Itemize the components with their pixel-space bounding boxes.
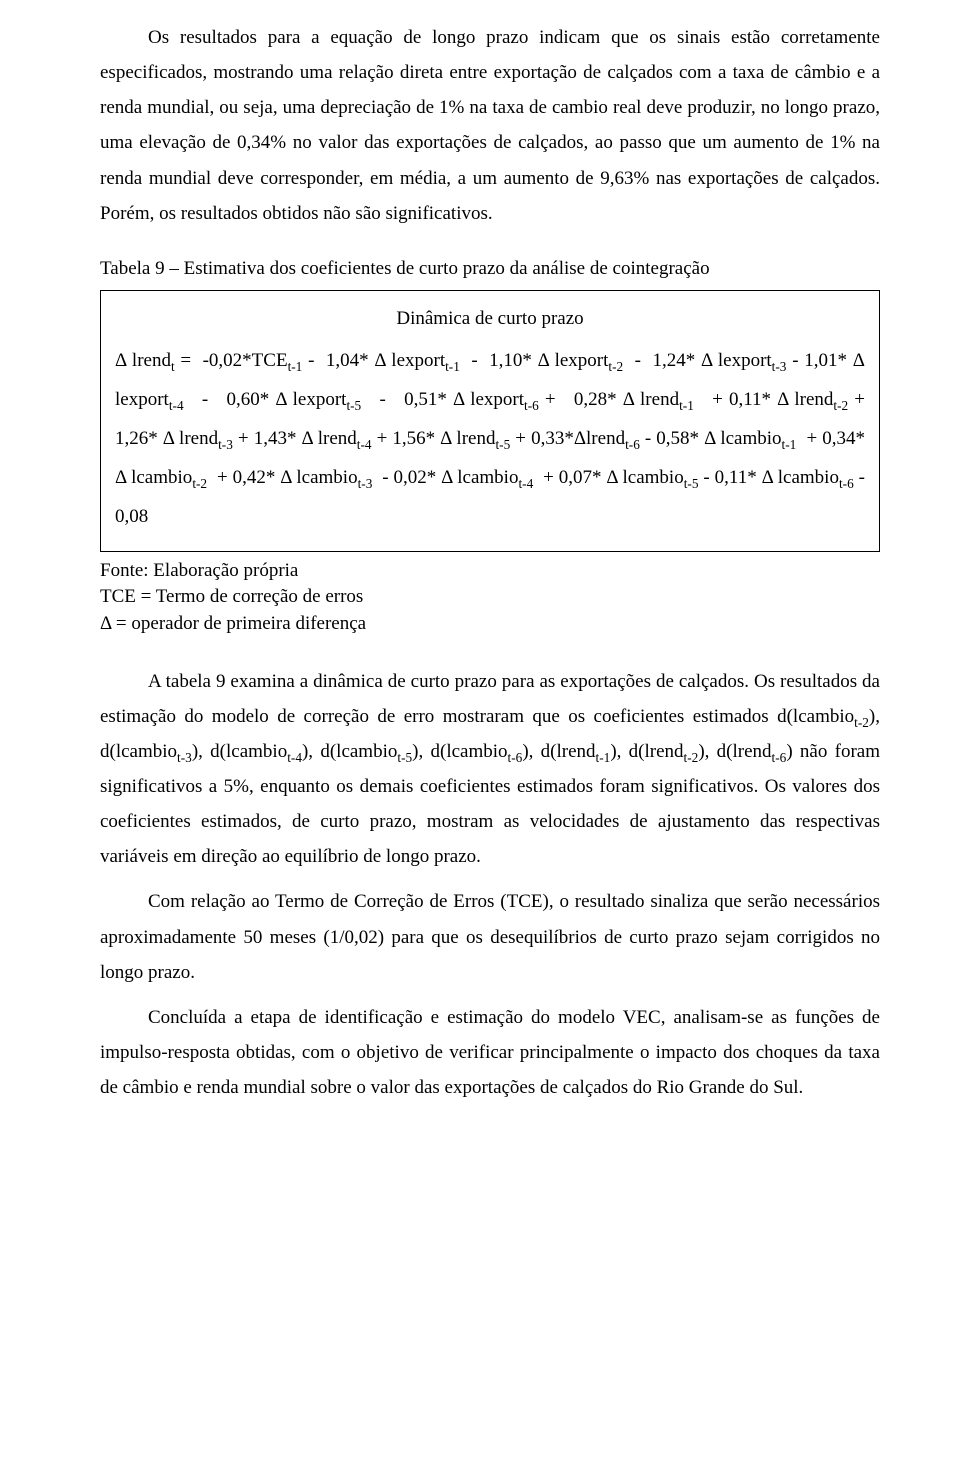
- table-caption: Tabela 9 – Estimativa dos coeficientes d…: [100, 251, 880, 286]
- box-header: Dinâmica de curto prazo: [115, 301, 865, 336]
- table-source: Fonte: Elaboração própria TCE = Termo de…: [100, 558, 880, 638]
- source-line-2: TCE = Termo de correção de erros: [100, 584, 880, 611]
- paragraph-3: Com relação ao Termo de Correção de Erro…: [100, 884, 880, 989]
- paragraph-4: Concluída a etapa de identificação e est…: [100, 1000, 880, 1105]
- paragraph-2: A tabela 9 examina a dinâmica de curto p…: [100, 664, 880, 875]
- equation-box: Dinâmica de curto prazo Δ lrendt = -0,02…: [100, 290, 880, 552]
- equation-body: Δ lrendt = -0,02*TCEt-1 - 1,04* Δ lexpor…: [115, 342, 865, 537]
- source-line-3: Δ = operador de primeira diferença: [100, 611, 880, 638]
- source-line-1: Fonte: Elaboração própria: [100, 558, 880, 585]
- paragraph-1: Os resultados para a equação de longo pr…: [100, 20, 880, 231]
